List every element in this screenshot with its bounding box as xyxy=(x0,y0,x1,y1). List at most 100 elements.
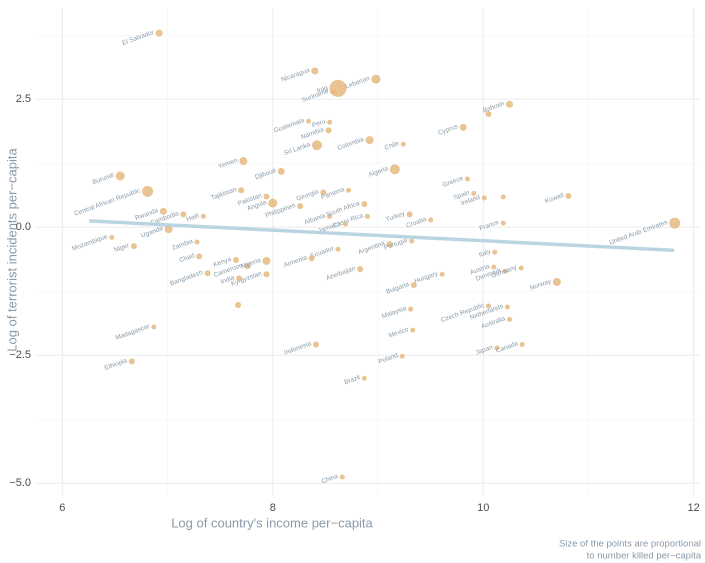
point-label: Kyrgyzstan xyxy=(230,270,263,288)
y-tick-label: 2.5 xyxy=(16,93,31,105)
point xyxy=(325,127,332,134)
point-label: Colombia xyxy=(337,136,366,152)
point xyxy=(232,256,239,263)
point xyxy=(109,234,115,240)
point-label: Brazil xyxy=(343,374,361,386)
point xyxy=(365,136,374,145)
point-label: Suriname xyxy=(301,88,330,104)
point xyxy=(361,375,367,381)
point xyxy=(389,164,400,175)
point-label: Japan xyxy=(475,344,494,357)
point xyxy=(519,341,525,347)
point-label: Bangladesh xyxy=(169,269,204,287)
point xyxy=(335,246,341,252)
point xyxy=(464,176,470,182)
point-label: Portugal xyxy=(383,237,409,252)
point xyxy=(268,198,278,208)
point xyxy=(386,241,393,248)
point-label: Hungary xyxy=(413,270,439,285)
point xyxy=(200,213,206,219)
point-label: Central African Republic xyxy=(73,187,142,218)
point xyxy=(155,29,163,37)
point xyxy=(485,111,492,118)
point-label: Malaysia xyxy=(381,305,408,320)
point-label: Argentina xyxy=(357,240,386,256)
point-label: Ethiopia xyxy=(104,357,129,372)
caption: Size of the points are proportional xyxy=(559,539,701,550)
point xyxy=(180,211,187,218)
point xyxy=(151,324,157,330)
point xyxy=(409,238,415,244)
point-label: France xyxy=(479,219,501,233)
point xyxy=(507,316,513,322)
point-label: Chile xyxy=(384,140,401,152)
point-label: Nigeria xyxy=(240,257,262,271)
point-label: Albania xyxy=(304,212,327,226)
point-label: Indonesia xyxy=(283,340,312,356)
point-label: Australia xyxy=(480,315,507,330)
point xyxy=(159,207,167,215)
point xyxy=(327,119,333,125)
point xyxy=(238,187,245,194)
point-label: Armenia xyxy=(283,254,308,269)
caption: to number killed per−capita xyxy=(587,551,702,562)
point xyxy=(142,185,154,197)
point xyxy=(320,189,327,196)
point-label: Madagascar xyxy=(115,323,152,342)
point-label: Yemen xyxy=(217,157,239,171)
point xyxy=(491,264,497,270)
point-label: United Arab Emirates xyxy=(608,219,669,247)
point xyxy=(459,123,467,131)
point-label: Peru xyxy=(311,118,327,129)
point xyxy=(494,345,500,351)
y-tick-label: 0.0 xyxy=(16,221,31,233)
point xyxy=(277,167,285,175)
point-label: Mexico xyxy=(388,326,410,340)
point-label: Lebanon xyxy=(345,75,372,90)
point xyxy=(236,275,243,282)
point xyxy=(312,341,319,348)
point xyxy=(400,141,406,147)
point-label: Zambia xyxy=(171,238,194,252)
point xyxy=(115,171,125,181)
point xyxy=(371,74,381,84)
x-tick-label: 6 xyxy=(59,502,65,514)
point xyxy=(361,201,368,208)
point xyxy=(342,221,348,227)
point-label: Haiti xyxy=(186,212,201,223)
point-label: Chad xyxy=(178,252,195,264)
y-tick-label: −2.5 xyxy=(9,349,31,361)
point xyxy=(410,327,416,333)
point xyxy=(471,190,477,196)
point xyxy=(311,140,322,151)
x-tick-label: 10 xyxy=(477,502,489,514)
point xyxy=(504,304,510,310)
point xyxy=(506,100,514,108)
point-label: India xyxy=(220,274,236,286)
point-label: Algeria xyxy=(368,165,390,179)
point-label: Guatemala xyxy=(273,117,306,135)
point-label: Norway xyxy=(529,278,553,292)
point-label: Sri Lanka xyxy=(283,141,312,157)
point-label: Canada xyxy=(495,340,519,354)
point xyxy=(439,271,445,277)
point xyxy=(164,225,173,234)
point xyxy=(196,253,203,260)
point-label: Cyprus xyxy=(437,123,459,137)
point xyxy=(492,249,498,255)
point-label: Iraq xyxy=(316,84,329,95)
point xyxy=(204,270,211,277)
point xyxy=(297,203,304,210)
point xyxy=(262,256,271,265)
point xyxy=(518,265,524,271)
point-label: Bahrain xyxy=(482,100,506,114)
point-label: Niger xyxy=(113,242,131,254)
point-label: Bulgaria xyxy=(385,281,410,296)
point xyxy=(128,358,135,365)
trend-line xyxy=(89,219,675,252)
point xyxy=(669,217,681,229)
point xyxy=(346,187,352,193)
point xyxy=(481,195,487,201)
point xyxy=(500,194,506,200)
